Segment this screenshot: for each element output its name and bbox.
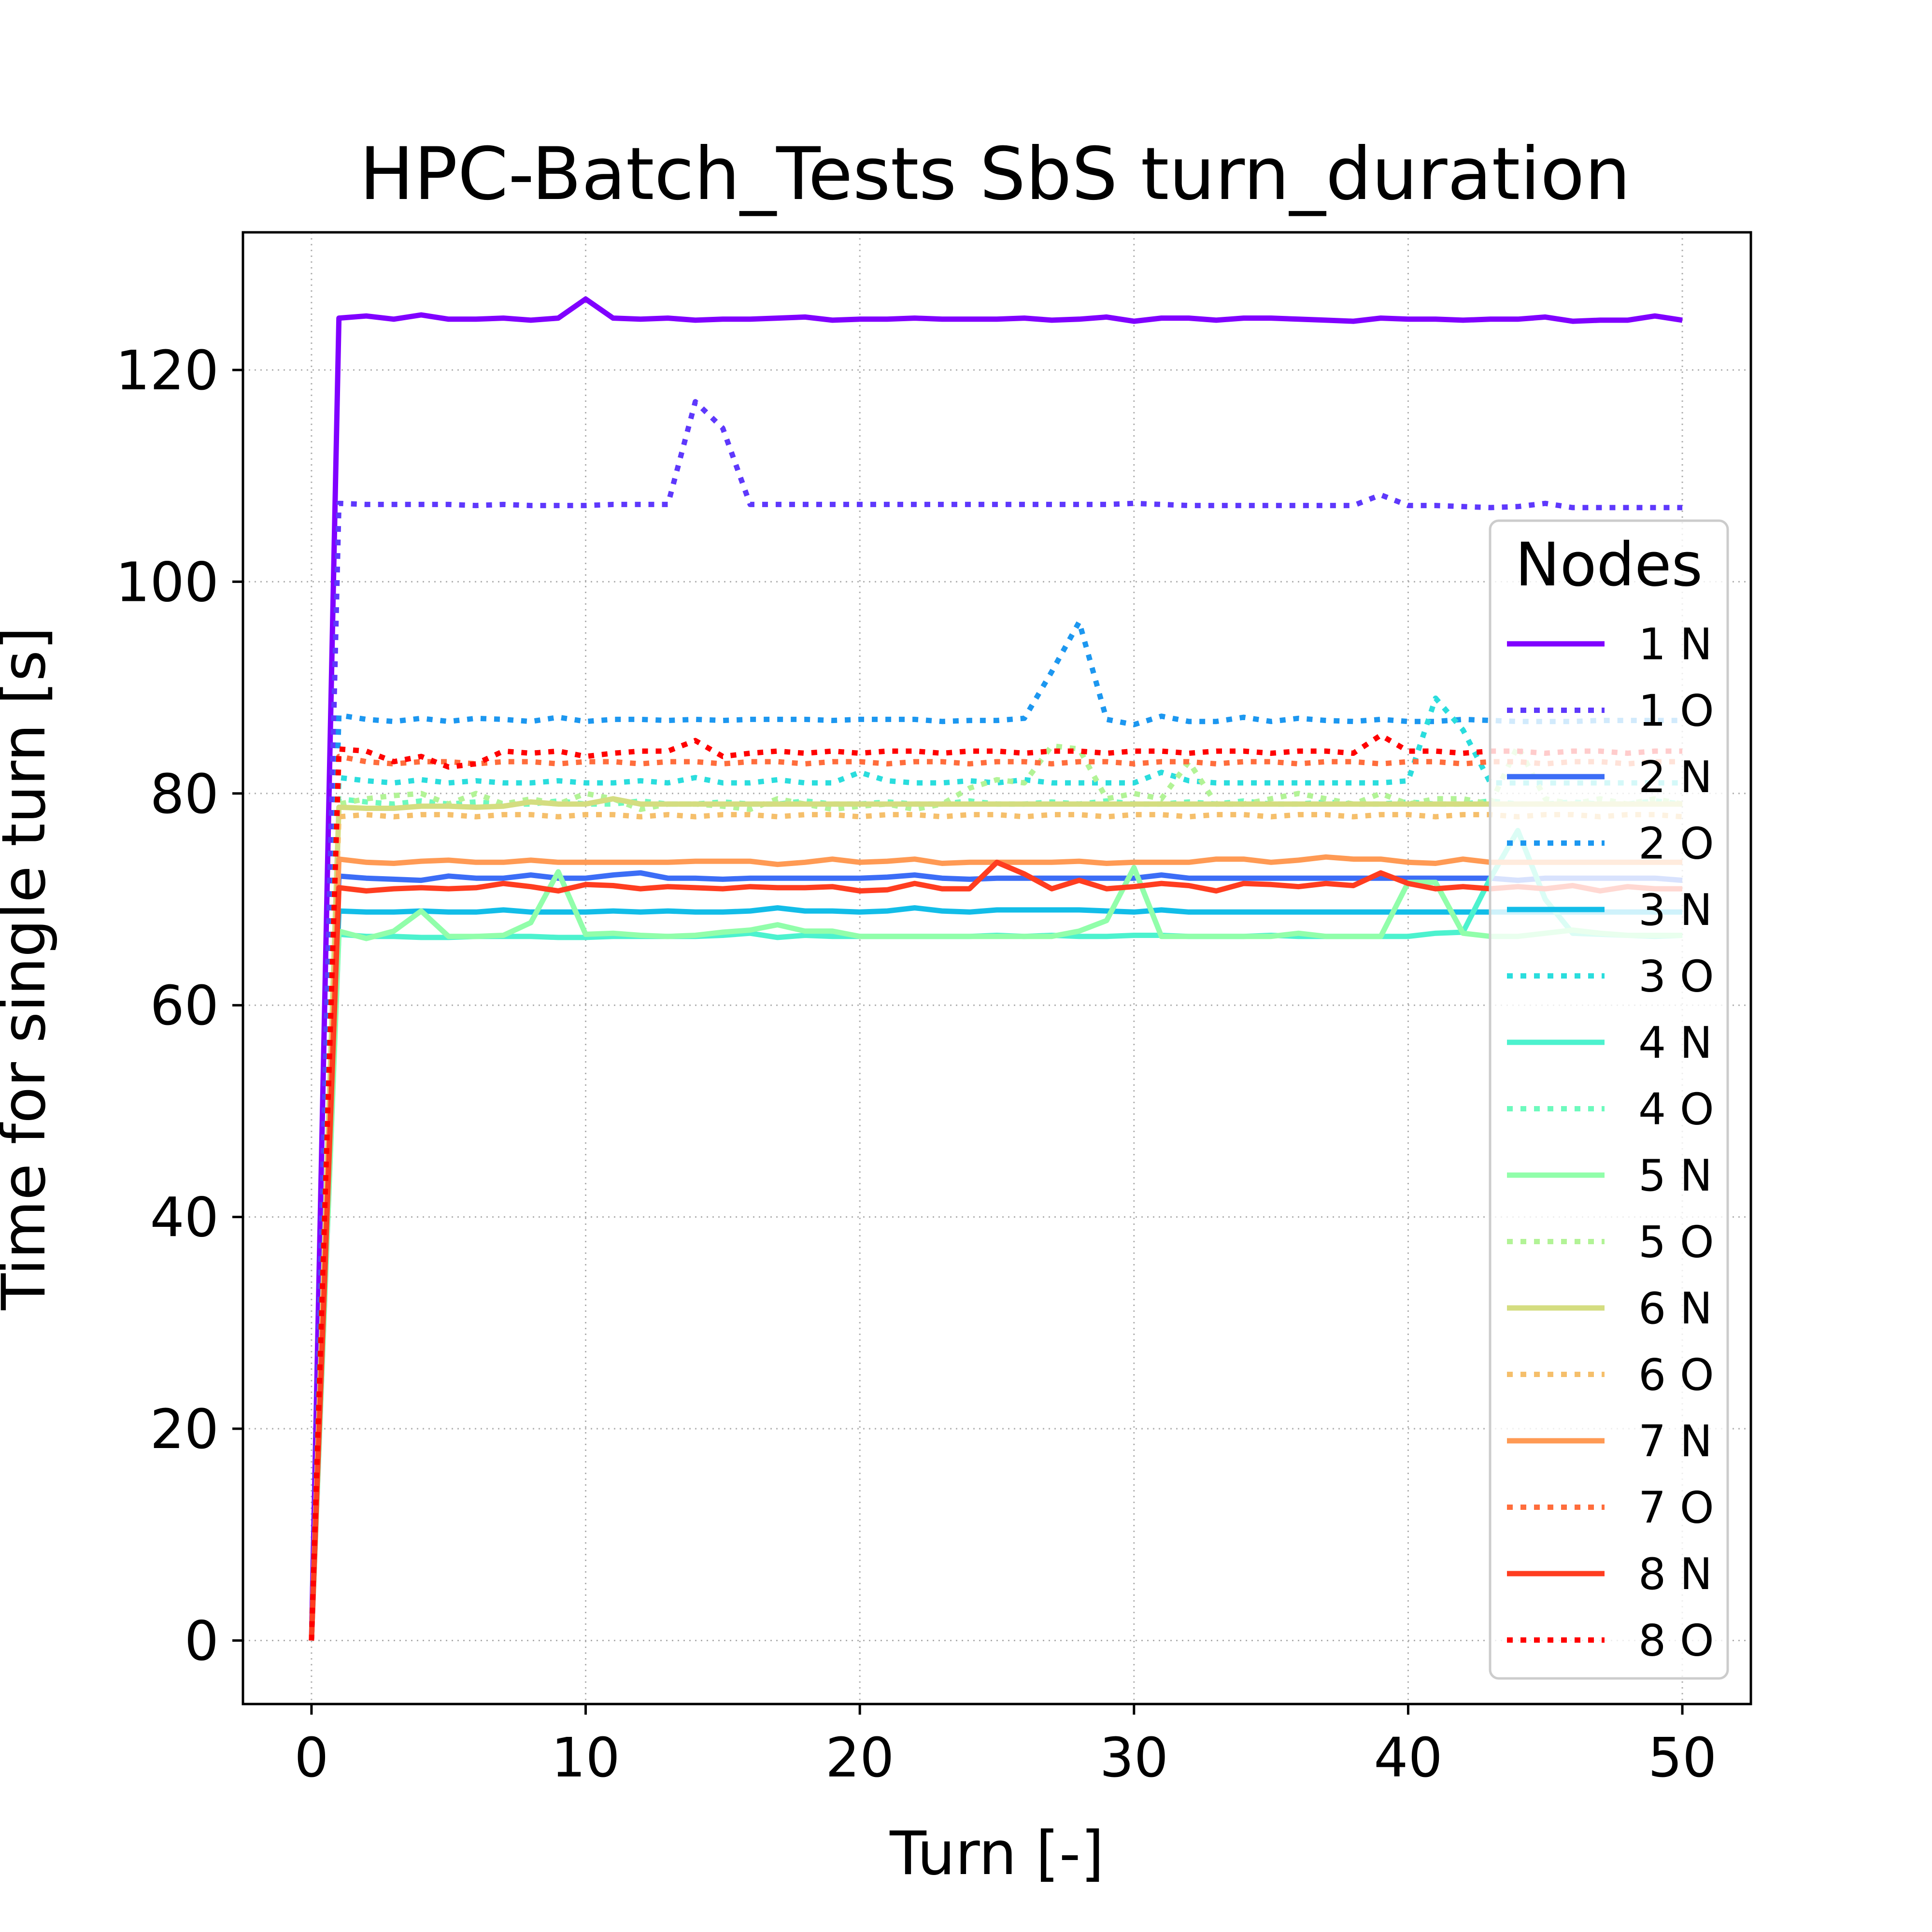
- legend-label: 6 O: [1638, 1350, 1714, 1401]
- legend-items: 1 N 1 O 2 N 2 O 3 N 3 O 4 N 4 O 5 N 5 O 6 N 6 O 7 N 7…: [1507, 619, 1714, 1666]
- x-tick-label: 10: [551, 1727, 620, 1790]
- y-axis-ticks: 0 20 40 60 80 100 120: [115, 340, 243, 1673]
- legend-label: 7 O: [1638, 1483, 1714, 1534]
- legend-label: 7 N: [1638, 1416, 1712, 1467]
- legend-label: 4 N: [1638, 1018, 1712, 1068]
- y-tick-label: 100: [115, 551, 219, 614]
- legend-label: 5 O: [1638, 1217, 1714, 1268]
- series-line-3-o: [309, 696, 1683, 1641]
- legend-label: 2 N: [1638, 752, 1712, 803]
- legend-label: 5 N: [1638, 1151, 1712, 1201]
- legend: Nodes 1 N 1 O 2 N 2 O 3 N 3 O 4 N 4 O 5 N 5 O 6 N 6…: [1489, 519, 1729, 1680]
- y-tick-label: 0: [185, 1610, 219, 1673]
- x-tick-label: 40: [1374, 1727, 1443, 1790]
- series-line-8-n: [309, 859, 1683, 1641]
- legend-box: [1489, 519, 1729, 1680]
- legend-label: 2 O: [1638, 819, 1714, 869]
- legend-label: 8 O: [1638, 1616, 1714, 1666]
- series-line-2-n: [309, 870, 1683, 1641]
- legend-label: 1 N: [1638, 619, 1712, 670]
- legend-label: 8 N: [1638, 1549, 1712, 1600]
- series-line-1-n: [309, 296, 1683, 1641]
- legend-label: 4 O: [1638, 1084, 1714, 1135]
- plot-area-frame: [242, 231, 1752, 1705]
- x-tick-label: 20: [825, 1727, 895, 1790]
- series-line-7-o: [309, 753, 1683, 1641]
- series-lines: [309, 296, 1683, 1641]
- y-tick-label: 120: [115, 340, 219, 402]
- y-tick-label: 40: [150, 1187, 219, 1250]
- legend-label: 3 N: [1638, 885, 1712, 936]
- grid-lines: [243, 232, 1751, 1704]
- series-line-1-o: [309, 399, 1683, 1641]
- series-line-8-o: [309, 732, 1683, 1641]
- y-tick-label: 80: [150, 763, 219, 826]
- x-tick-label: 30: [1100, 1727, 1169, 1790]
- x-axis-label: Turn [-]: [889, 1819, 1104, 1889]
- series-line-6-n: [309, 796, 1683, 1641]
- series-line-5-n: [309, 865, 1683, 1641]
- chart-title: HPC-Batch_Tests SbS turn_duration: [359, 132, 1631, 216]
- x-axis-ticks: 0 10 20 30 40 50: [294, 1704, 1717, 1790]
- legend-label: 1 O: [1638, 686, 1714, 737]
- legend-label: 6 N: [1638, 1283, 1712, 1334]
- series-line-2-o: [309, 619, 1683, 1641]
- y-tick-label: 20: [150, 1398, 219, 1461]
- x-tick-label: 0: [294, 1727, 328, 1790]
- x-tick-label: 50: [1648, 1727, 1717, 1790]
- legend-label: 3 O: [1638, 952, 1714, 1002]
- y-tick-label: 60: [150, 975, 219, 1037]
- y-axis-label: Time for single turn [s]: [0, 627, 59, 1311]
- legend-title: Nodes: [1515, 530, 1703, 600]
